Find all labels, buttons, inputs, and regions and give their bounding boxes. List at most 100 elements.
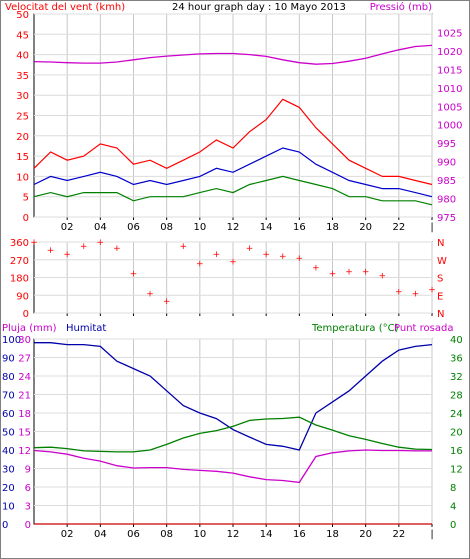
rain-y-tick-label: 27	[18, 354, 31, 365]
humidity-axis-title: Humitat	[66, 323, 106, 334]
pressure-y-tick-label: 980	[437, 195, 456, 206]
direction-point: +	[412, 289, 420, 299]
pressure-y-tick-label: 995	[437, 139, 456, 150]
humidity-y-tick-label: 50	[2, 428, 15, 439]
temp-panel-x-tick-label: 04	[94, 529, 107, 540]
rain-axis-title: Pluja (mm)	[2, 323, 57, 334]
chart-title: 24 hour graph day : 10 Mayo 2013	[172, 2, 346, 13]
pressure-y-tick-label: 1020	[437, 47, 462, 58]
rain-y-tick-label: 3	[25, 502, 31, 513]
wind-y-tick-label: 30	[16, 91, 29, 102]
wind-y-tick-label: 20	[16, 132, 29, 143]
temp-panel-x-tick-label: 08	[160, 529, 173, 540]
series-wind_low	[33, 175, 433, 206]
direction-y-tick-label: 270	[10, 256, 29, 267]
humidity-y-tick-label: 60	[2, 409, 15, 420]
humidity-y-tick-label: 0	[2, 520, 8, 531]
direction-point: +	[329, 270, 337, 280]
rain-y-tick-label: 15	[18, 428, 31, 439]
wind-panel-x-tick-label: |	[430, 222, 433, 233]
temp-panel-x-tick-label: 14	[260, 529, 273, 540]
dewpoint-axis-title: Punt rosada	[394, 323, 453, 334]
wind-panel-x-tick-label: 10	[193, 222, 206, 233]
direction-point: +	[428, 285, 436, 295]
direction-point: +	[130, 270, 138, 280]
pressure-y-tick-label: 1005	[437, 102, 462, 113]
rain-y-tick-label: 30	[18, 335, 31, 346]
temp-panel-x-tick-label: |	[430, 529, 433, 540]
wind-y-tick-label: 25	[16, 112, 29, 123]
rain-y-tick-label: 18	[18, 409, 31, 420]
compass-label: N	[437, 309, 444, 320]
direction-point: +	[246, 244, 254, 254]
compass-label: S	[437, 274, 443, 285]
direction-point: +	[395, 287, 403, 297]
wind-y-tick-label: 0	[23, 213, 29, 224]
compass-label: W	[437, 256, 447, 267]
direction-point: +	[63, 250, 71, 260]
pressure-y-tick-label: 990	[437, 158, 456, 169]
temp-panel-x-tick-label: 22	[392, 529, 405, 540]
rain-y-tick-label: 9	[25, 465, 31, 476]
wind-panel-x-tick-label: 08	[160, 222, 173, 233]
temperature-y-tick-label: 32	[450, 372, 463, 383]
wind-y-tick-label: 5	[23, 193, 29, 204]
direction-point: +	[378, 272, 386, 282]
rain-y-tick-label: 24	[18, 372, 31, 383]
rain-y-tick-label: 12	[18, 446, 31, 457]
temperature-y-tick-label: 8	[450, 483, 456, 494]
wind-panel-x-tick-label: 12	[227, 222, 240, 233]
temp-panel-x-tick-label: 18	[326, 529, 339, 540]
wind-panel-x-tick-label: 22	[392, 222, 405, 233]
direction-point: +	[279, 252, 287, 262]
direction-point: +	[163, 297, 171, 307]
series-humidity	[34, 342, 433, 451]
pressure-y-tick-label: 1015	[437, 65, 462, 76]
rain-y-tick-label: 21	[18, 391, 31, 402]
humidity-y-tick-label: 80	[2, 372, 15, 383]
compass-label: E	[437, 291, 443, 302]
temperature-y-tick-label: 4	[450, 502, 456, 513]
wind-y-tick-label: 40	[16, 51, 29, 62]
pressure-y-tick-label: 985	[437, 176, 456, 187]
humidity-y-tick-label: 20	[2, 483, 15, 494]
direction-point: +	[262, 250, 270, 260]
wind-panel-x-tick-label: 04	[94, 222, 107, 233]
rain-y-tick-label: 6	[25, 483, 31, 494]
temperature-y-tick-label: 36	[450, 354, 463, 365]
wind-y-tick-label: 50	[16, 10, 29, 21]
series-temperature	[33, 416, 433, 453]
wind-panel-x-tick-label: 14	[260, 222, 273, 233]
compass-label: N	[437, 238, 444, 249]
series-average	[33, 147, 433, 198]
direction-point: +	[80, 242, 88, 252]
direction-point: +	[30, 238, 38, 248]
pressure-axis-title: Pressió (mb)	[370, 1, 432, 13]
direction-point: +	[113, 244, 121, 254]
temperature-y-tick-label: 28	[450, 391, 463, 402]
humidity-y-tick-label: 30	[2, 465, 15, 476]
direction-y-tick-label: 90	[16, 291, 29, 302]
wind-panel-x-tick-label: 02	[61, 222, 74, 233]
pressure-y-tick-label: 1010	[437, 84, 462, 95]
direction-point: +	[362, 268, 370, 278]
direction-point: +	[213, 250, 221, 260]
humidity-y-tick-label: 70	[2, 391, 15, 402]
wind-y-tick-label: 10	[16, 172, 29, 183]
pressure-y-tick-label: 1025	[437, 28, 462, 39]
direction-point: +	[146, 289, 154, 299]
direction-point: +	[345, 268, 353, 278]
wind-y-tick-label: 15	[16, 152, 29, 163]
direction-point: +	[312, 264, 320, 274]
temperature-y-tick-label: 40	[450, 335, 463, 346]
humidity-y-tick-label: 90	[2, 354, 15, 365]
temp-panel-x-tick-label: 16	[293, 529, 306, 540]
humidity-y-tick-label: 10	[2, 502, 15, 513]
temperature-axis-title: Temperatura (°C)	[311, 323, 399, 334]
humidity-y-tick-label: 40	[2, 446, 15, 457]
direction-point: +	[47, 246, 55, 256]
temp-panel-x-tick-label: 12	[227, 529, 240, 540]
wind-panel-x-tick-label: 16	[293, 222, 306, 233]
temp-panel-x-tick-label: 02	[61, 529, 74, 540]
